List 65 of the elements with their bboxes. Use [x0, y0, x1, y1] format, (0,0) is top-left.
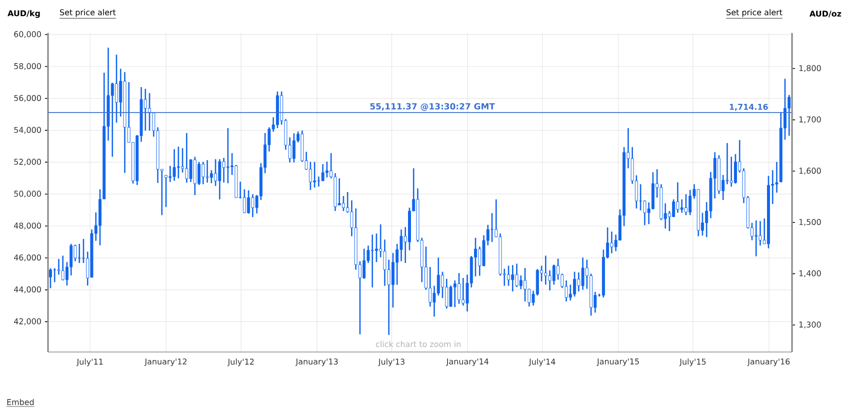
candlestick: [148, 92, 152, 132]
candlestick: [507, 265, 510, 286]
candlestick: [515, 262, 518, 288]
candlestick: [544, 255, 548, 286]
candlestick: [519, 274, 522, 290]
candlestick: [462, 277, 465, 306]
candlestick: [313, 161, 316, 188]
candlestick: [78, 243, 81, 264]
candlestick: [370, 234, 374, 288]
candlestick: [573, 271, 576, 298]
candlestick: [218, 158, 222, 200]
candlestick: [110, 82, 114, 158]
candlestick: [362, 248, 366, 280]
candlestick: [198, 161, 201, 186]
candlestick: [676, 182, 680, 214]
candlestick: [292, 132, 296, 164]
candlestick: [754, 220, 758, 257]
candlestick: [70, 243, 73, 276]
candlestick: [788, 94, 791, 136]
candlestick: [374, 232, 378, 263]
candlestick: [684, 194, 688, 216]
candlestick: [342, 195, 345, 212]
candlestick: [176, 146, 180, 179]
candlestick: [61, 255, 64, 282]
candlestick: [511, 264, 514, 292]
candlestick: [222, 157, 226, 184]
candlestick: [730, 156, 733, 188]
candlestick: [321, 163, 324, 182]
candlestick: [242, 188, 246, 214]
candlestick: [449, 284, 452, 308]
candlestick: [115, 54, 118, 124]
candlestick: [639, 184, 642, 212]
candlestick: [428, 266, 432, 308]
candlestick: [325, 160, 328, 178]
candlestick: [214, 158, 218, 187]
candlestick: [577, 272, 580, 292]
candlestick: [458, 272, 460, 304]
candlestick: [445, 278, 448, 310]
candlestick: [453, 280, 456, 308]
candlestick: [338, 178, 341, 206]
candlestick: [251, 194, 254, 218]
candlestick: [172, 148, 176, 182]
ref-line-label: 55,111.37 @13:30:27 GMT: [370, 103, 495, 111]
candlestick: [308, 161, 312, 191]
candlestick: [48, 268, 52, 289]
candlestick: [610, 230, 614, 254]
candlestick: [202, 161, 205, 185]
candlestick: [672, 198, 676, 218]
candlestick: [210, 170, 213, 184]
candlestick: [734, 153, 737, 184]
candlestick: [524, 267, 527, 302]
candlestick: [643, 200, 646, 226]
candlestick: [247, 190, 250, 214]
candlestick: [206, 159, 209, 184]
candlestick: [164, 174, 168, 208]
candlestick: [193, 156, 196, 196]
candlestick: [226, 127, 230, 184]
candlestick: [581, 256, 584, 290]
candlestick: [688, 189, 692, 216]
candlestick: [168, 165, 172, 183]
candlestick: [391, 252, 394, 308]
candlestick: [552, 264, 556, 286]
candlestick: [490, 212, 494, 243]
candlestick: [680, 198, 684, 214]
candlestick: [185, 132, 188, 184]
